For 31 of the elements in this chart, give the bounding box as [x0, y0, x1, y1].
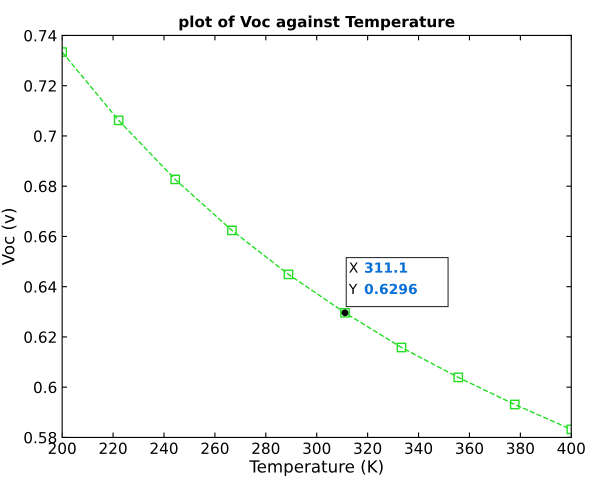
point	[170, 174, 180, 184]
annotation: X 311.1 Y 0.6296	[348, 262, 417, 294]
point	[284, 270, 294, 280]
y-tick-label: 0.74	[24, 30, 56, 42]
point	[396, 342, 406, 352]
x-tick-label: 240	[150, 442, 178, 454]
x-axis-title: Temperature (K)	[249, 460, 383, 476]
y-tick-label: 0.62	[24, 331, 56, 343]
y-tick-label: 0.68	[24, 180, 56, 192]
y-axis-title: Voc (v)	[2, 209, 16, 266]
point	[114, 116, 124, 126]
x-tick-label: 340	[405, 442, 432, 454]
x-tick-label: 380	[506, 442, 534, 454]
x-tick-label: 260	[201, 442, 228, 454]
x-tick-label: 300	[303, 442, 330, 454]
y-tick-label: 0.58	[24, 432, 56, 444]
point	[453, 372, 464, 382]
x-tick-label: 220	[100, 442, 127, 454]
x-tick-label: 400	[557, 442, 585, 454]
y-tick-label: 0.6	[34, 382, 56, 394]
chart-title: plot of Voc against Temperature	[180, 16, 454, 30]
point	[510, 400, 520, 410]
y-tick-label: 0.7	[34, 130, 56, 142]
x-tick-label: 320	[354, 442, 382, 454]
point	[227, 226, 237, 236]
y-tick-label: 0.64	[24, 281, 56, 293]
x-tick-label: 280	[252, 442, 280, 454]
x-tick-label: 200	[48, 442, 76, 454]
x-tick-label: 360	[456, 442, 484, 454]
y-tick-label: 0.66	[24, 230, 56, 242]
y-tick-label: 0.72	[24, 80, 56, 92]
